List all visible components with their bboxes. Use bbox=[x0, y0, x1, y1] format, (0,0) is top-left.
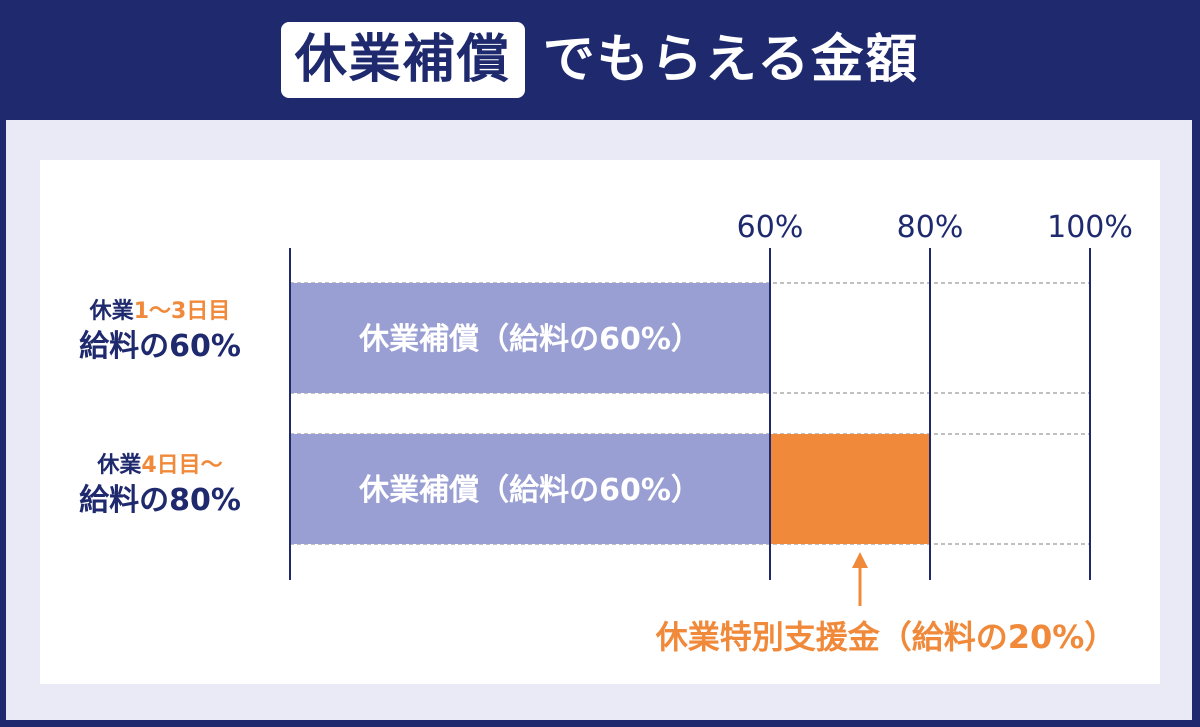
bar-compensation-row-1 bbox=[290, 283, 770, 393]
page-title: 休業補償 でもらえる金額 bbox=[0, 22, 1200, 98]
row-label-1: 休業1〜3日目 給料の60% bbox=[40, 297, 280, 367]
tick-label-100: 100% bbox=[1047, 210, 1133, 245]
annotation-arrow-head bbox=[852, 552, 868, 568]
row-2-period: 4日目〜 bbox=[141, 453, 223, 478]
row-2-rate: 給料の80% bbox=[79, 483, 241, 518]
title-highlight: 休業補償 bbox=[280, 22, 525, 98]
row-1-rate: 給料の60% bbox=[79, 329, 241, 364]
row-1-period: 1〜3日目 bbox=[133, 299, 231, 324]
bar-label-row-1: 休業補償（給料の60%） bbox=[358, 322, 701, 357]
header: 休業補償 でもらえる金額 bbox=[0, 0, 1200, 120]
title-rest: でもらえる金額 bbox=[542, 30, 920, 90]
row-2-prefix: 休業 bbox=[97, 453, 142, 478]
bar-compensation-row-2 bbox=[290, 434, 770, 544]
bar-subsidy-row-2 bbox=[770, 434, 930, 544]
tick-label-80: 80% bbox=[897, 210, 964, 245]
chart-panel bbox=[40, 160, 1160, 684]
row-1-prefix: 休業 bbox=[89, 299, 134, 324]
annotation-label: 休業特別支援金（給料の20%） bbox=[655, 618, 1117, 656]
bar-label-row-2: 休業補償（給料の60%） bbox=[358, 473, 701, 508]
tick-label-60: 60% bbox=[737, 210, 804, 245]
row-label-2: 休業4日目〜 給料の80% bbox=[40, 451, 280, 521]
